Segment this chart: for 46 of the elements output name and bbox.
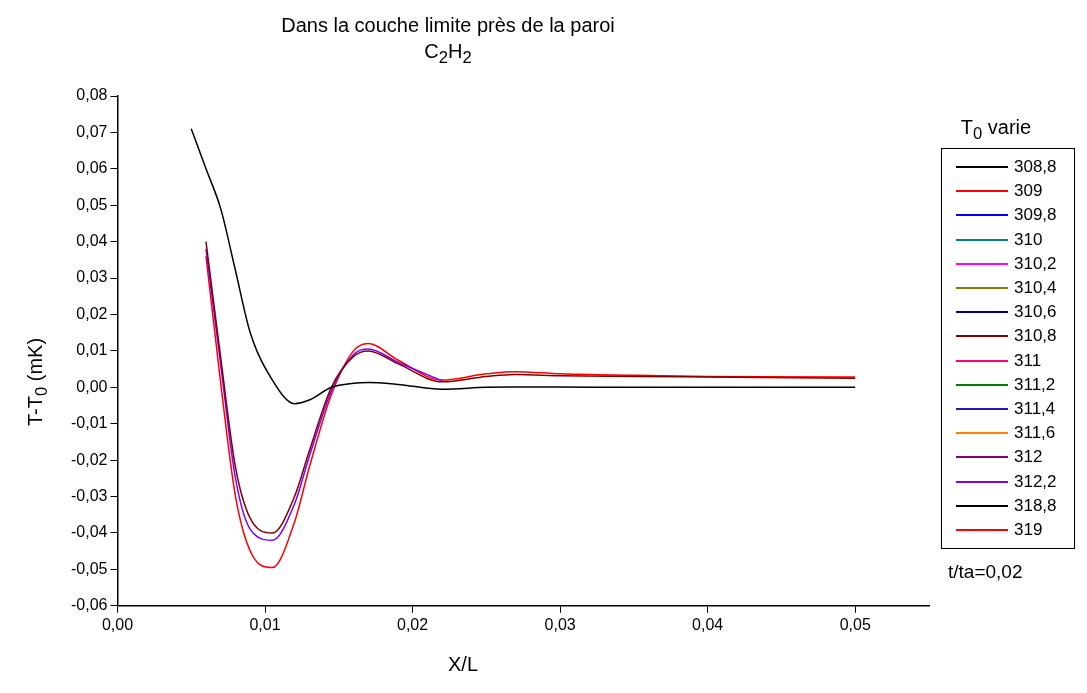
y-tick-label: -0,05 (71, 559, 108, 577)
line-series (190, 128, 856, 405)
x-tick-label: 0,00 (101, 615, 134, 633)
x-axis-title: X/L (447, 653, 479, 676)
legend-label: 312 (1014, 447, 1043, 468)
chart-subtitle: C$_{2}$H$_{2}$ (423, 40, 473, 68)
legend-label: 309 (1014, 181, 1043, 202)
legend-label: 309,8 (1014, 205, 1057, 226)
y-tick-label: -0,02 (71, 450, 108, 468)
legend-label: 308,8 (1014, 157, 1057, 178)
legend-label: 310,2 (1014, 253, 1057, 274)
y-tick-label: 0,01 (76, 341, 108, 359)
legend-label: 310,4 (1014, 278, 1057, 299)
legend-label: 311,6 (1014, 423, 1056, 444)
legend-label: 312,2 (1014, 471, 1057, 492)
legend-title: T$_{0}$ varie (959, 116, 1033, 144)
chart-title: Dans la couche limite près de la paroi (280, 14, 616, 37)
line-series (205, 255, 856, 569)
legend-label: 319 (1014, 519, 1043, 540)
legend-label: 310,8 (1014, 326, 1057, 347)
y-tick-label: -0,06 (71, 596, 108, 614)
x-tick-label: 0,02 (397, 615, 429, 633)
legend-label: 311,2 (1014, 374, 1056, 395)
legend-label: 310,6 (1014, 302, 1057, 323)
legend-label: 310 (1014, 229, 1043, 250)
y-tick-label: 0,04 (76, 232, 108, 250)
y-tick-label: 0,08 (76, 86, 108, 104)
x-tick-label: 0,05 (839, 615, 871, 633)
legend-label: 311 (1014, 350, 1042, 371)
legend-label: 318,8 (1014, 495, 1057, 516)
y-tick-label: -0,03 (71, 486, 108, 504)
y-tick-label: 0,03 (76, 268, 108, 286)
y-tick-label: 0,06 (76, 159, 108, 177)
y-tick-label: 0,02 (76, 304, 108, 322)
x-tick-label: 0,01 (249, 615, 281, 633)
y-tick-label: 0,00 (76, 377, 108, 395)
text: t/ta=0,02 (948, 561, 1023, 583)
x-tick-label: 0,04 (692, 615, 724, 633)
y-tick-label: -0,01 (71, 414, 108, 432)
y-tick-label: -0,04 (71, 523, 108, 541)
line-series (205, 248, 443, 541)
y-tick-label: 0,07 (76, 122, 108, 140)
x-tick-label: 0,03 (544, 615, 576, 633)
y-tick-label: 0,05 (76, 195, 108, 213)
legend-label: 311,4 (1014, 398, 1056, 419)
line-series (205, 240, 856, 534)
